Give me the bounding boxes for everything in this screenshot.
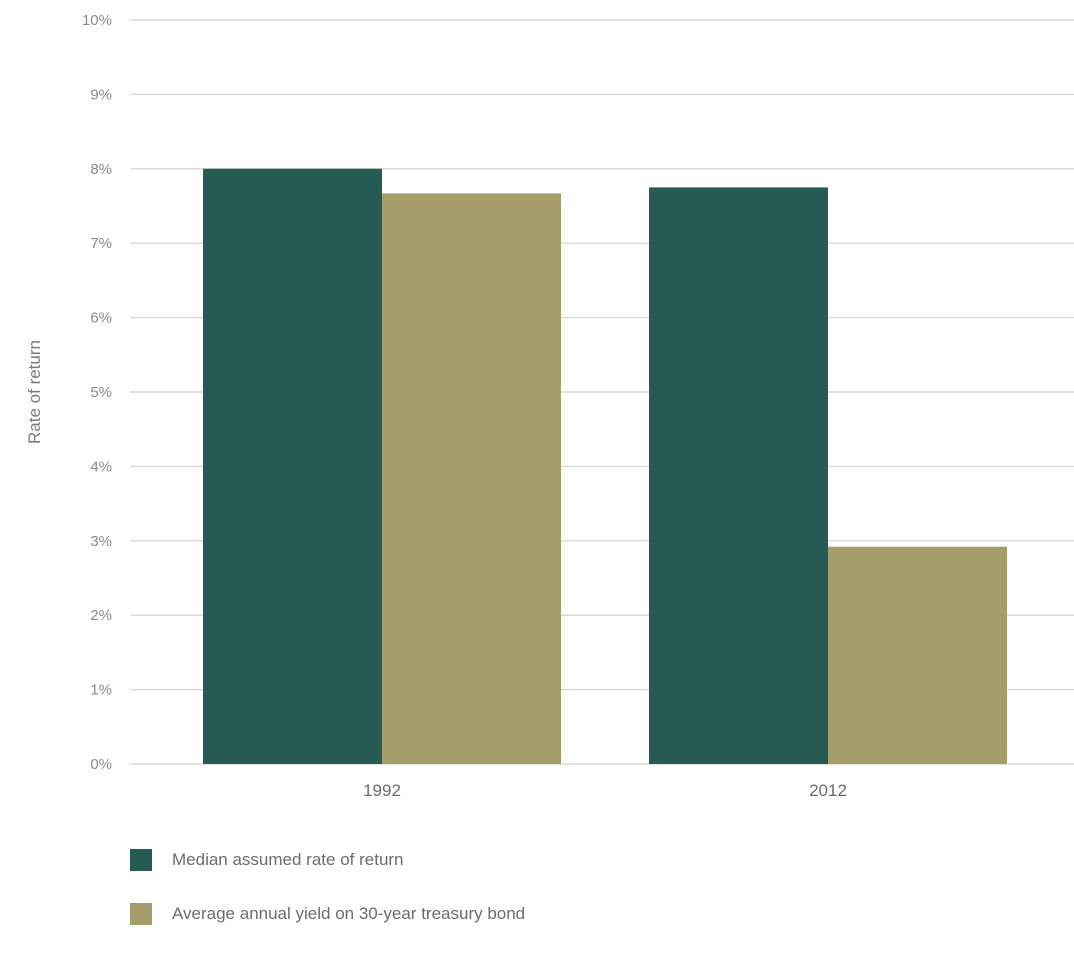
y-tick-label: 6% [90,310,112,327]
bar-2012-series-1 [649,187,828,764]
y-tick-label: 7% [90,235,112,252]
y-axis-label: Rate of return [25,340,44,444]
y-tick-label: 2% [90,607,112,624]
bar-1992-series-2 [382,193,561,765]
y-tick-label: 0% [90,756,112,773]
y-tick-label: 4% [90,458,112,475]
legend-swatch-treasury [130,903,152,925]
legend: Median assumed rate of return Average an… [130,846,525,954]
legend-item-treasury: Average annual yield on 30-year treasury… [130,900,525,928]
x-axis-ticks: 1992 2012 [363,781,847,800]
y-tick-label: 1% [90,682,112,699]
y-tick-label: 10% [82,12,112,29]
x-tick-label: 1992 [363,781,401,800]
bar-1992-series-1 [203,168,382,765]
legend-swatch-median [130,849,152,871]
legend-label-treasury: Average annual yield on 30-year treasury… [172,904,526,923]
x-tick-label: 2012 [809,781,847,800]
bar-chart: 0% 1% 2% 3% 4% 5% 6% 7% 8% 9% 10% 1992 2012 Rate of… [25,12,1074,800]
y-axis-ticks: 0% 1% 2% 3% 4% 5% 6% 7% 8% 9% 10% [82,12,112,773]
bars [203,168,1007,765]
y-tick-label: 3% [90,533,112,550]
y-tick-label: 5% [90,384,112,401]
y-tick-label: 9% [90,86,112,103]
legend-item-median: Median assumed rate of return [130,846,525,874]
bar-2012-series-2 [828,546,1007,764]
legend-label-median: Median assumed rate of return [172,850,404,869]
y-tick-label: 8% [90,161,112,178]
